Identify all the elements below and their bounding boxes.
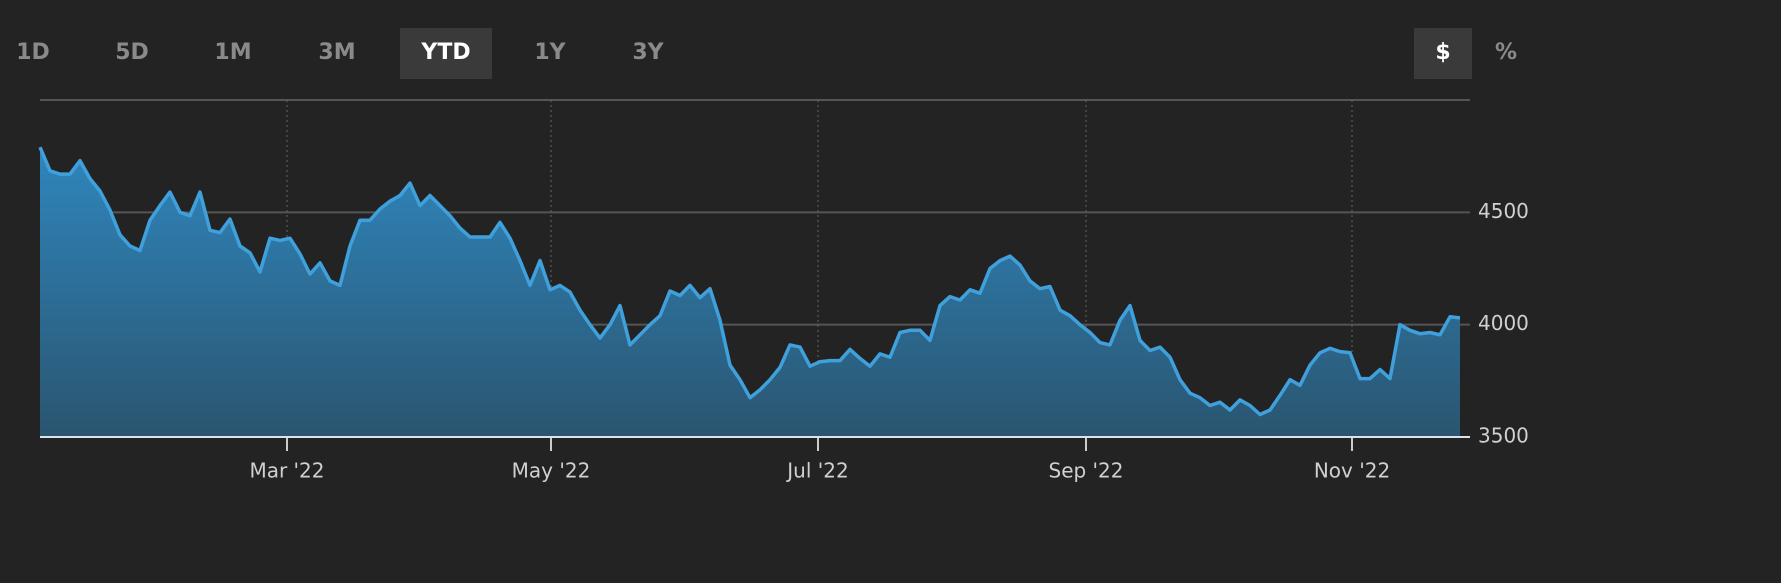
x-tick-label: Jul '22 — [785, 459, 848, 483]
range-button-bg — [400, 28, 492, 79]
x-tick-label: May '22 — [512, 459, 591, 483]
unit-button[interactable]: % — [1495, 40, 1517, 65]
toolbar: 1D 5D 1M 3M YTD 1Y 3Y $% — [16, 28, 1517, 79]
y-tick-label: 4500 — [1478, 199, 1529, 223]
range-button[interactable]: YTD — [420, 40, 470, 65]
plot: 3500 4000 4500 Mar '22 May '22 Jul '22 Sep '22… — [38, 99, 1529, 483]
range-button[interactable]: 5D — [115, 40, 149, 65]
range-button[interactable]: 1D — [16, 40, 50, 65]
unit-button-bg — [1414, 28, 1472, 79]
range-button[interactable]: 3M — [318, 40, 355, 65]
x-tick-label: Sep '22 — [1049, 459, 1124, 483]
unit-button[interactable]: $ — [1435, 40, 1450, 65]
area — [40, 147, 1460, 437]
price-line — [38, 146, 1461, 417]
x-tick-label: Nov '22 — [1314, 459, 1390, 483]
y-tick-label: 4000 — [1478, 311, 1529, 335]
x-tick-label: Mar '22 — [249, 459, 324, 483]
range-button[interactable]: 1M — [214, 40, 251, 65]
range-button[interactable]: 3Y — [632, 40, 664, 65]
range-button[interactable]: 1Y — [534, 40, 566, 65]
y-tick-label: 3500 — [1478, 424, 1529, 448]
